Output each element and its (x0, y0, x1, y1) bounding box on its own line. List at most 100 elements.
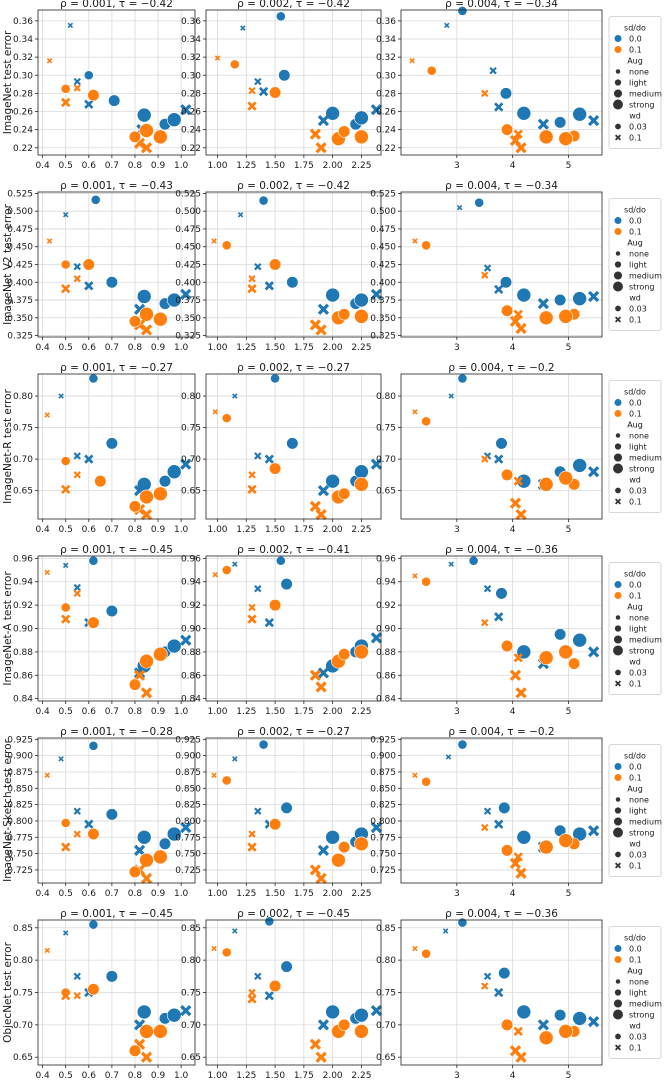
data-point-x (73, 972, 81, 981)
legend-label-aug: none (629, 978, 649, 987)
data-point-circle (538, 310, 554, 326)
x-tick-label: 2.00 (323, 1071, 343, 1081)
data-point-circle (136, 107, 152, 123)
y-tick-label: 0.26 (13, 108, 33, 118)
data-point-x (84, 454, 94, 464)
legend-marker-sd (613, 45, 623, 54)
data-point-circle (139, 653, 154, 669)
legend-label-aug: none (629, 432, 649, 441)
data-point-x (264, 991, 274, 1001)
legend-label-aug: medium (629, 1000, 662, 1009)
data-point-x (370, 821, 383, 834)
legend-label-wd: 0.03 (629, 123, 647, 132)
legend-marker-wd (614, 486, 622, 494)
x-tick-label: 1.25 (236, 889, 256, 899)
x-tick-label: 0.5 (59, 707, 73, 717)
x-tick-label: 3 (454, 161, 460, 171)
x-tick-label: 0.8 (128, 889, 143, 899)
data-point-x (212, 571, 218, 578)
data-point-x (412, 573, 418, 579)
data-point-circle (572, 632, 587, 648)
data-point-x (73, 830, 81, 838)
data-point-x (494, 284, 504, 295)
data-point-circle (325, 1004, 340, 1020)
legend-marker-aug (612, 1008, 624, 1021)
legend-title-sd: sd/do (624, 24, 646, 33)
data-point-circle (128, 678, 142, 691)
legend-label-wd: 0.1 (629, 680, 642, 689)
y-tick-label: 0.65 (181, 1053, 201, 1063)
data-point-x (44, 569, 50, 576)
legend-label-sd: 0.1 (629, 46, 642, 55)
data-point-x (180, 1005, 192, 1017)
data-point-circle (153, 129, 168, 145)
data-point-circle (136, 1004, 152, 1020)
data-point-x (232, 756, 238, 762)
y-tick-label: 0.325 (175, 332, 201, 342)
panel-title: ρ = 0.001, τ = −0.45 (60, 908, 173, 920)
y-tick-label: 0.500 (175, 207, 201, 217)
data-point-circle (500, 844, 514, 857)
x-tick-label: 1.75 (294, 343, 314, 353)
x-tick-label: 2.25 (351, 525, 371, 535)
data-point-x (515, 142, 527, 154)
data-point-x (232, 393, 238, 399)
y-tick-label: 0.525 (175, 189, 201, 199)
data-point-circle (572, 106, 587, 122)
x-tick-label: 2.00 (323, 343, 343, 353)
panel-r1-c2: 3 4 5 0.325 0.350 0.375 0.400 0.425 0.450 0.475 0.… (370, 180, 603, 353)
y-tick-label: 0.34 (376, 35, 396, 45)
legend-label-wd: 0.03 (629, 1033, 647, 1042)
data-point-circle (354, 110, 369, 126)
legend-marker-aug (615, 796, 621, 803)
data-point-x (309, 864, 321, 876)
x-tick-label: 0.6 (82, 343, 97, 353)
legend-label-aug: medium (629, 818, 662, 827)
x-tick-label: 1.75 (294, 707, 314, 717)
data-point-x (315, 872, 327, 885)
data-point-x (211, 945, 217, 952)
data-point-circle (554, 628, 567, 641)
x-tick-label: 0.6 (82, 707, 97, 717)
data-point-x (513, 476, 523, 486)
data-point-circle (105, 970, 118, 983)
y-tick-label: 0.80 (376, 956, 396, 966)
x-tick-label: 4 (510, 889, 516, 899)
x-tick-label: 1.75 (294, 161, 314, 171)
data-point-x (309, 128, 321, 140)
data-point-circle (554, 293, 567, 307)
data-point-x (494, 612, 504, 622)
legend-marker-aug (614, 806, 622, 815)
data-point-x (73, 452, 81, 460)
legend-marker-wd (614, 134, 622, 141)
y-tick-label: 0.525 (7, 189, 33, 199)
legend-title-wd: wd (629, 658, 641, 667)
y-tick-label: 0.90 (13, 625, 33, 635)
x-tick-label: 3 (454, 889, 460, 899)
y-axis-label: ObjecNet test error (2, 941, 14, 1042)
data-point-circle (354, 464, 369, 480)
x-tick-label: 0.9 (151, 889, 166, 899)
plot-frame (37, 373, 196, 520)
panel-r3-c2: 3 4 5 0.84 0.86 0.88 0.90 0.92 0.94 0.96 ρ = 0.004… (376, 544, 603, 717)
data-point-x (61, 614, 71, 624)
data-point-circle (128, 865, 142, 878)
plot-frame (400, 373, 603, 520)
data-point-x (448, 561, 454, 567)
legend-marker-sd (613, 409, 623, 418)
data-point-x (73, 77, 81, 86)
data-point-circle (468, 555, 479, 566)
plot-frame (400, 9, 603, 156)
data-point-circle (128, 1044, 142, 1057)
x-tick-label: 1.00 (207, 161, 227, 171)
data-point-circle (221, 413, 232, 424)
legend-title-sd: sd/do (624, 570, 646, 579)
data-point-x (483, 972, 492, 981)
legend-title-wd: wd (629, 112, 641, 121)
data-point-circle (500, 123, 514, 136)
y-tick-label: 0.84 (181, 695, 201, 705)
data-point-circle (87, 89, 100, 102)
x-tick-label: 0.7 (105, 889, 119, 899)
panel-title: ρ = 0.002, τ = −0.45 (237, 908, 350, 920)
data-point-x (370, 1005, 383, 1017)
